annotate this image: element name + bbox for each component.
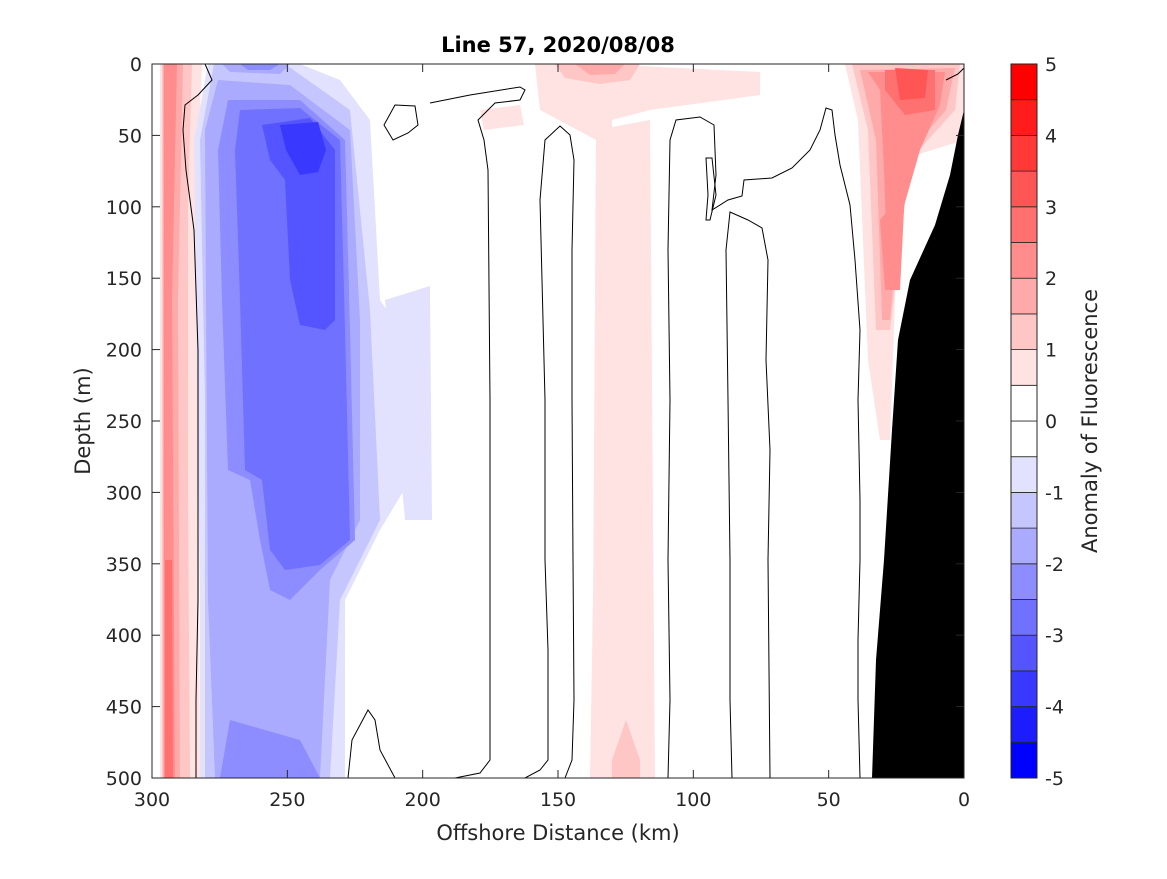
colorbar-tick-label: 4 [1045, 125, 1057, 147]
contour-fill-layer [160, 64, 964, 778]
y-axis-label: Depth (m) [71, 367, 95, 474]
contour-line [705, 157, 717, 221]
y-tick-label: 400 [106, 625, 142, 647]
x-tick-label: 300 [134, 789, 170, 811]
contour-line [383, 104, 419, 141]
zero-contour-lines [182, 64, 964, 778]
y-tick-label: 450 [106, 697, 142, 719]
contour-line [347, 709, 396, 778]
x-axis-label: Offshore Distance (km) [436, 821, 679, 845]
colorbar-swatch [1010, 599, 1038, 636]
x-tick-label: 50 [817, 789, 841, 811]
colorbar-tick-label: 5 [1045, 54, 1057, 76]
y-tick-label: 50 [118, 125, 142, 147]
x-tick-label: 250 [269, 789, 305, 811]
y-tick-label: 500 [106, 768, 142, 790]
y-tick-label: 350 [106, 554, 142, 576]
y-tick-label: 300 [106, 482, 142, 504]
chart-title: Line 57, 2020/08/08 [441, 33, 675, 57]
y-tick-label: 0 [130, 54, 142, 76]
x-tick-label: 0 [958, 789, 970, 811]
contour-band [895, 68, 928, 100]
colorbar-swatch [1010, 242, 1038, 279]
colorbar-tick-label: 0 [1045, 411, 1057, 433]
contour-line [524, 125, 575, 778]
colorbar-swatch [1010, 420, 1038, 458]
contour-band [575, 64, 625, 75]
y-axis: 0 50 100 150 200 250 300 350 400 450 500 [106, 54, 964, 790]
colorbar-swatch [1010, 741, 1038, 779]
colorbar-tick-label: 1 [1045, 340, 1057, 362]
colorbar-swatch [1010, 706, 1038, 743]
colorbar-tick-label: -4 [1045, 697, 1064, 719]
colorbar-swatch [1010, 384, 1038, 422]
colorbar-swatch [1010, 634, 1038, 672]
colorbar-tick-label: 2 [1045, 268, 1057, 290]
contour-band [385, 286, 432, 520]
contour-line [945, 67, 964, 81]
colorbar-swatch [1010, 491, 1038, 529]
colorbar-swatch [1010, 99, 1038, 136]
colorbar-swatch [1010, 206, 1038, 243]
colorbar-tick-label: -3 [1045, 625, 1064, 647]
contour-band [612, 720, 640, 778]
contour-band [240, 64, 280, 70]
x-tick-label: 150 [540, 789, 576, 811]
contour-band [220, 720, 320, 778]
colorbar-tick-label: 3 [1045, 197, 1057, 219]
y-tick-label: 200 [106, 340, 142, 362]
contour-band [480, 105, 524, 130]
colorbar-tick-label: -2 [1045, 554, 1064, 576]
y-tick-label: 250 [106, 411, 142, 433]
contour-band [165, 560, 173, 778]
contour-line [725, 211, 771, 778]
x-axis: 300 250 200 150 100 50 0 [134, 64, 970, 811]
colorbar-tick-label: -1 [1045, 482, 1064, 504]
bathymetry-mask [872, 110, 964, 778]
colorbar-swatch [1010, 527, 1038, 565]
colorbar-frame [1010, 63, 1038, 779]
colorbar-swatch [1010, 456, 1038, 493]
contour-line [667, 107, 861, 778]
contour-band [880, 190, 905, 290]
colorbar-label: Anomaly of Fluorescence [1078, 289, 1102, 553]
contour-band [705, 78, 740, 96]
colorbar: 5 4 3 2 1 0 -1 -2 -3 -4 -5 [1010, 54, 1064, 790]
colorbar-swatch [1010, 134, 1038, 172]
colorbar-swatch [1010, 349, 1038, 386]
contour-line [182, 64, 213, 778]
contour-band [592, 120, 655, 778]
x-tick-label: 100 [675, 789, 711, 811]
colorbar-swatch [1010, 670, 1038, 708]
contour-band [280, 122, 326, 175]
x-tick-label: 200 [405, 789, 441, 811]
y-tick-label: 150 [106, 268, 142, 290]
contour-line [429, 86, 526, 778]
colorbar-swatch [1010, 277, 1038, 315]
y-tick-label: 100 [106, 197, 142, 219]
colorbar-swatch [1010, 63, 1038, 101]
colorbar-swatch [1010, 170, 1038, 208]
colorbar-swatch [1010, 313, 1038, 350]
colorbar-tick-label: -5 [1045, 768, 1064, 790]
colorbar-swatch [1010, 563, 1038, 600]
